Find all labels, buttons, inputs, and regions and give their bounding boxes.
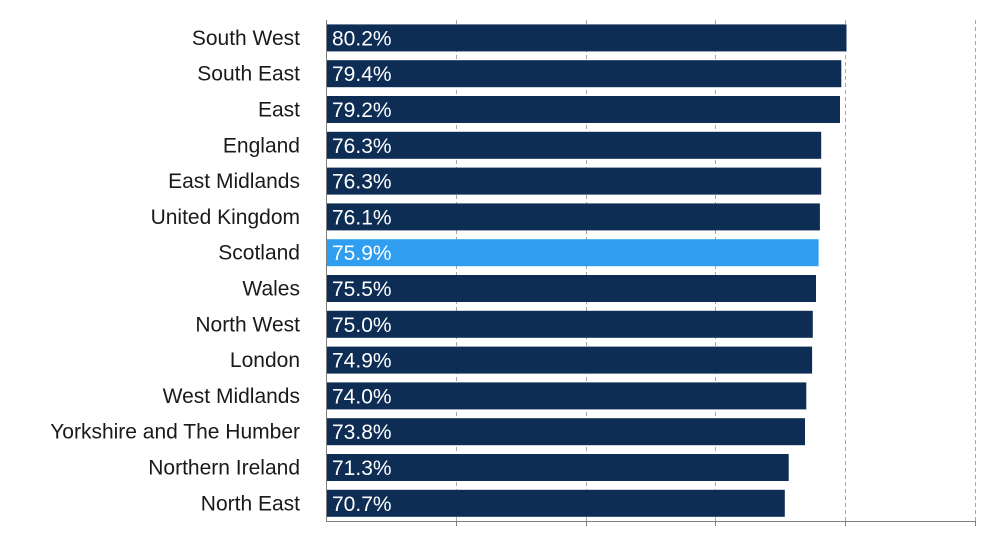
bar-value-label: 75.0% [332,314,392,337]
category-label: East Midlands [168,170,300,193]
axes [326,20,976,526]
category-label: North East [201,492,300,515]
bars [327,24,847,517]
bar [327,60,842,88]
bar-value-label: 76.3% [332,135,392,158]
grid-lines [456,20,976,521]
bar [327,24,847,52]
bar-value-label: 74.9% [332,350,392,373]
bar [327,489,785,517]
bar [327,346,813,374]
category-label: East [258,99,300,122]
bar-value-label: 79.4% [332,63,392,86]
bar-value-label: 76.1% [332,206,392,229]
category-label: England [223,134,300,157]
bar-value-label: 80.2% [332,27,392,50]
category-label: South East [197,63,300,86]
category-label: North West [195,313,300,336]
bar [327,310,813,338]
labels: 80.2% South West 79.4% South East 79.2% East 7… [50,27,391,516]
bar [327,203,820,231]
bar-value-label: 75.9% [332,242,392,265]
bar [327,96,840,123]
bar-value-label: 74.0% [332,385,392,408]
category-label: Scotland [218,242,300,265]
bar-value-label: 71.3% [332,457,392,480]
category-label: Northern Ireland [148,457,300,480]
bar [327,454,789,481]
category-label: West Midlands [163,385,300,408]
bar [327,382,807,410]
category-label: United Kingdom [151,206,300,229]
bar-value-label: 75.5% [332,278,392,301]
bar [327,275,816,302]
bar-value-label: 73.8% [332,421,392,444]
category-label: London [230,349,300,372]
bar-value-label: 70.7% [332,493,392,516]
category-label: South West [192,27,300,50]
bar-value-label: 79.2% [332,99,392,122]
category-label: Yorkshire and The Humber [50,421,300,444]
bar-value-label: 76.3% [332,171,392,194]
bar-highlighted [327,239,819,267]
bar [327,131,822,159]
bar [327,167,822,195]
bar [327,418,805,446]
category-label: Wales [242,278,300,301]
